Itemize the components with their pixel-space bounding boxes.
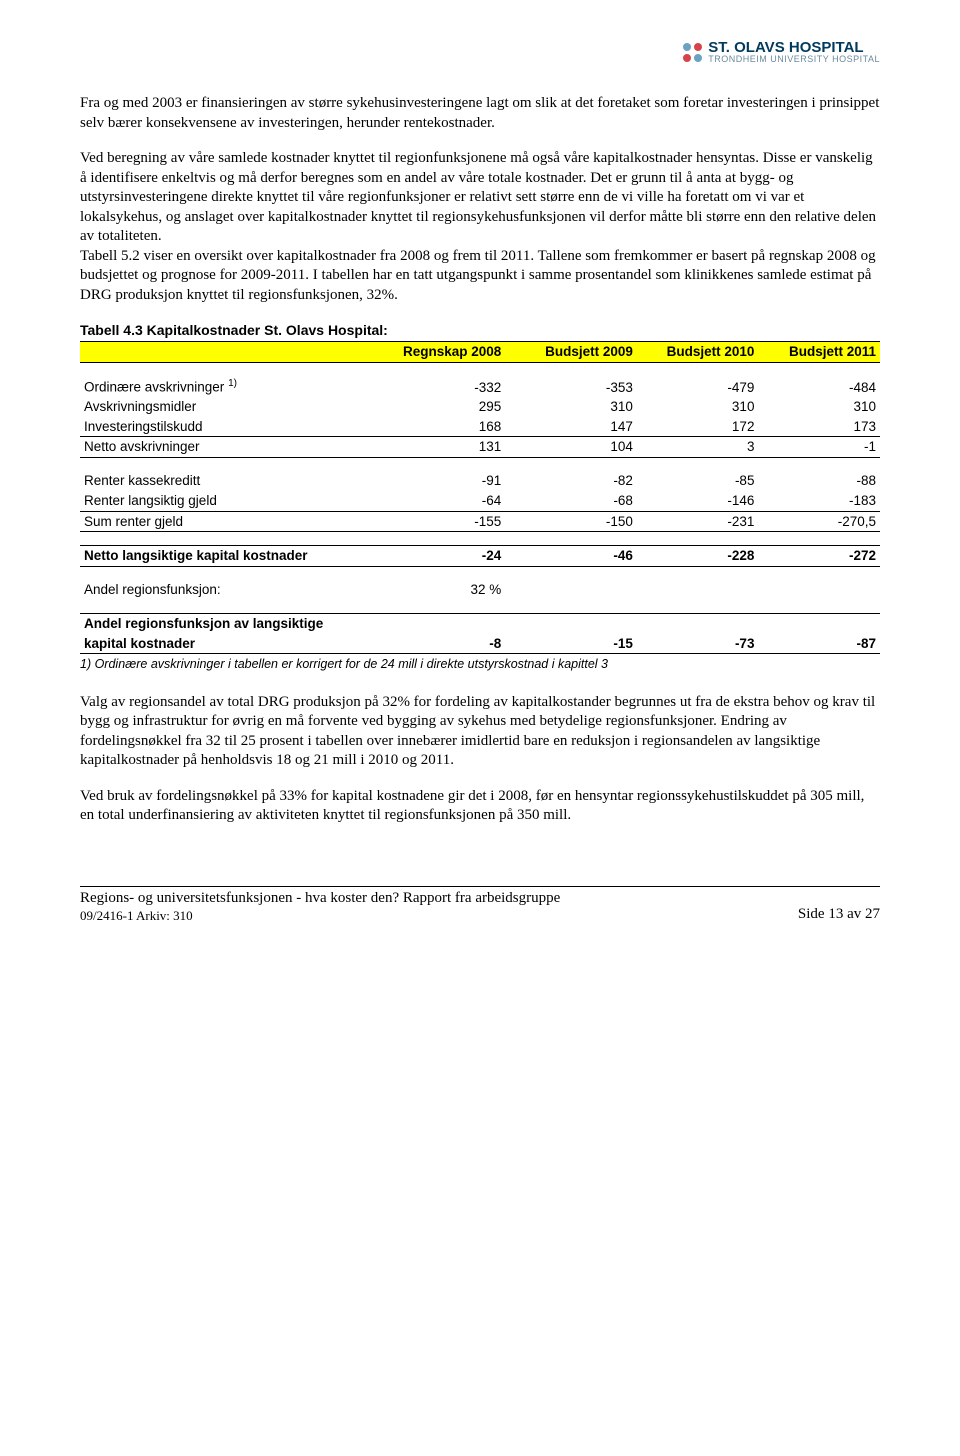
logo-dots-icon	[683, 43, 702, 62]
page-footer: Regions- og universitetsfunksjonen - hva…	[80, 886, 880, 925]
paragraph-3: Tabell 5.2 viser en oversikt over kapita…	[80, 247, 880, 306]
paragraph-1: Fra og med 2003 er finansieringen av stø…	[80, 94, 880, 133]
page-number: Side 13 av 27	[798, 905, 880, 925]
table-row: kapital kostnader -8 -15 -73 -87	[80, 634, 880, 654]
paragraph-2: Ved beregning av våre samlede kostnader …	[80, 149, 880, 247]
footer-title: Regions- og universitetsfunksjonen - hva…	[80, 889, 560, 909]
logo-line2: TRONDHEIM UNIVERSITY HOSPITAL	[708, 55, 880, 64]
col-2011: Budsjett 2011	[758, 342, 880, 363]
table-header-row: Regnskap 2008 Budsjett 2009 Budsjett 201…	[80, 342, 880, 363]
table-row: Andel regionsfunksjon av langsiktige	[80, 614, 880, 634]
row-label: Ordinære avskrivninger 1)	[80, 376, 374, 397]
hospital-logo: ST. OLAVS HOSPITAL TRONDHEIM UNIVERSITY …	[80, 40, 880, 64]
table-row: Netto langsiktige kapital kostnader -24 …	[80, 546, 880, 567]
table-row: Ordinære avskrivninger 1) -332 -353 -479…	[80, 376, 880, 397]
table-row: Investeringstilskudd 168 147 172 173	[80, 417, 880, 437]
table-row: Renter langsiktig gjeld -64 -68 -146 -18…	[80, 491, 880, 511]
table-row: Andel regionsfunksjon: 32 %	[80, 580, 880, 600]
table-row: Renter kassekreditt -91 -82 -85 -88	[80, 471, 880, 491]
table-row: Sum renter gjeld -155 -150 -231 -270,5	[80, 511, 880, 532]
col-2008: Regnskap 2008	[374, 342, 506, 363]
table-footnote: 1) Ordinære avskrivninger i tabellen er …	[80, 656, 880, 672]
paragraph-5: Ved bruk av fordelingsnøkkel på 33% for …	[80, 787, 880, 826]
table-title: Tabell 4.3 Kapitalkostnader St. Olavs Ho…	[80, 321, 880, 339]
col-2010: Budsjett 2010	[637, 342, 759, 363]
logo-line1: ST. OLAVS HOSPITAL	[708, 40, 880, 55]
table-row: Netto avskrivninger 131 104 3 -1	[80, 437, 880, 458]
table-row: Avskrivningsmidler 295 310 310 310	[80, 397, 880, 417]
col-2009: Budsjett 2009	[505, 342, 637, 363]
footer-ref: 09/2416-1 Arkiv: 310	[80, 908, 193, 925]
logo-text: ST. OLAVS HOSPITAL TRONDHEIM UNIVERSITY …	[708, 40, 880, 64]
capital-costs-table: Regnskap 2008 Budsjett 2009 Budsjett 201…	[80, 341, 880, 654]
paragraph-4: Valg av regionsandel av total DRG produk…	[80, 693, 880, 771]
col-blank	[80, 342, 374, 363]
